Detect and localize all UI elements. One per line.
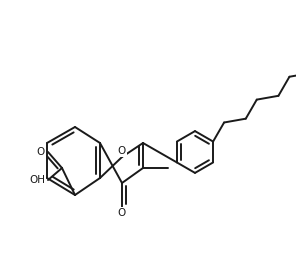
Text: O: O (118, 146, 126, 156)
Text: O: O (37, 147, 45, 157)
Text: OH: OH (29, 175, 45, 185)
Text: O: O (118, 208, 126, 218)
